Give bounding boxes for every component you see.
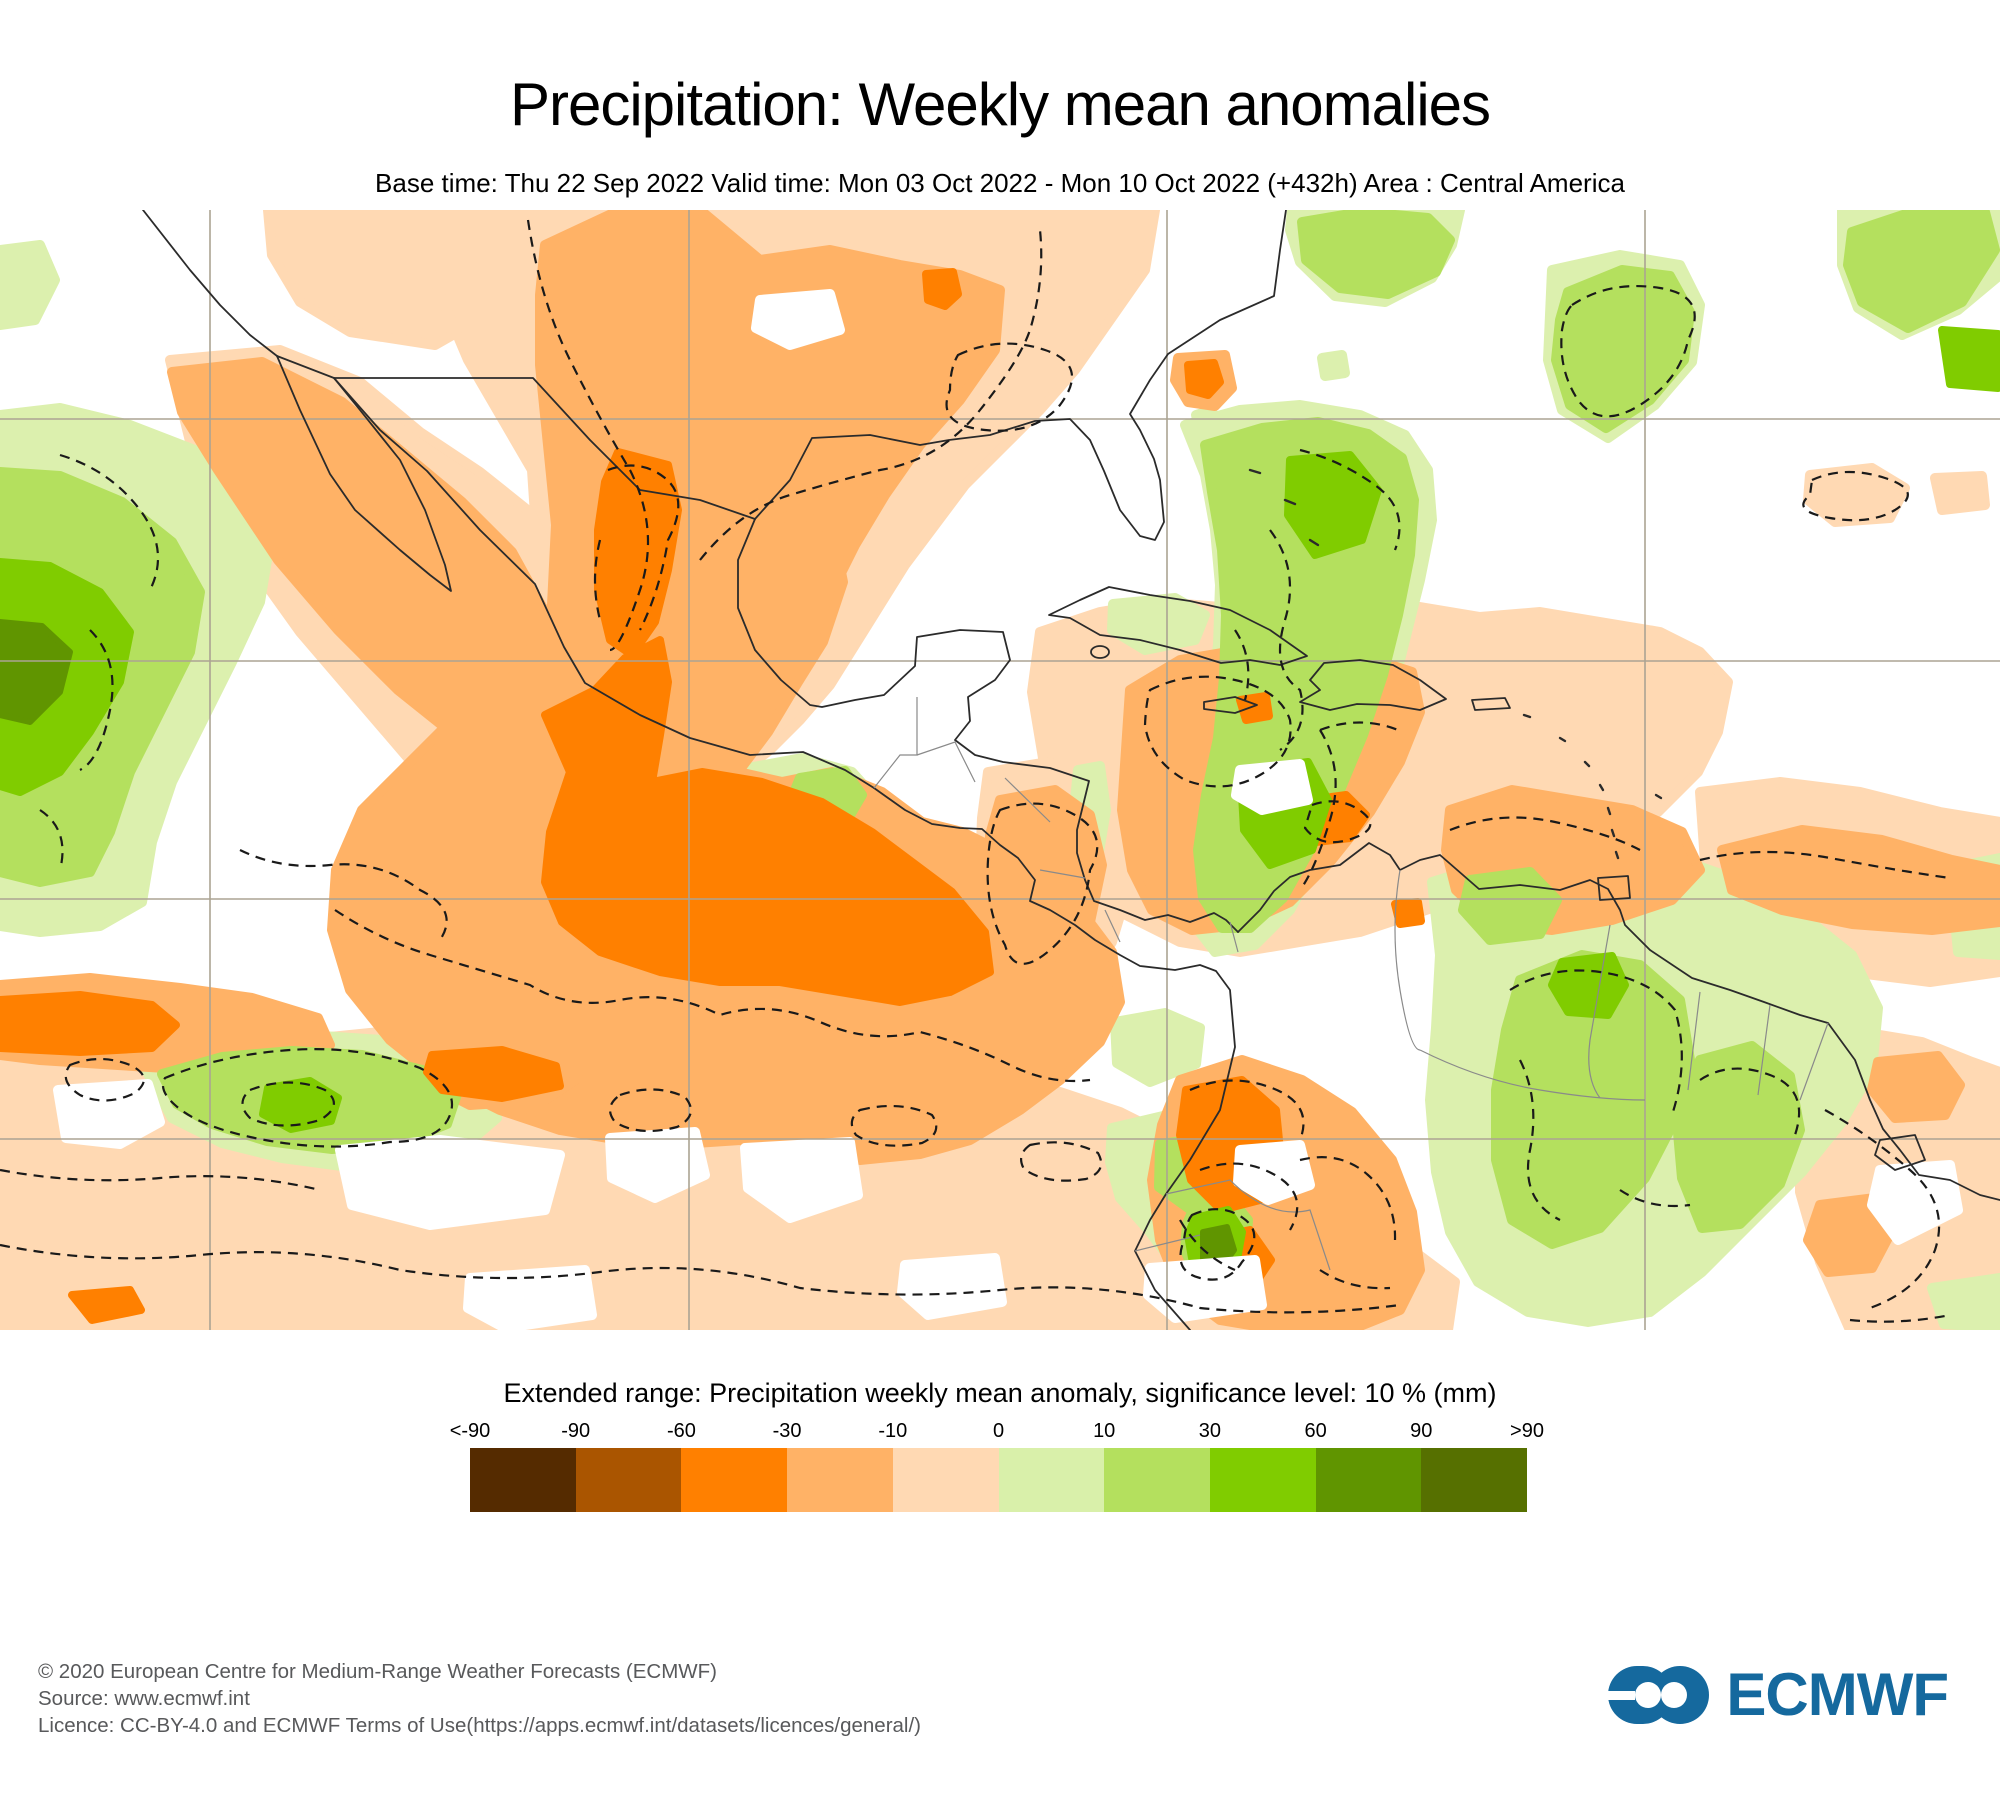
legend-swatch: [575, 1448, 682, 1512]
legend-tick: 0: [992, 1420, 1005, 1442]
subtitle: Base time: Thu 22 Sep 2022 Valid time: M…: [375, 168, 1625, 198]
legend-tick: -60: [666, 1420, 696, 1442]
country-borders: [873, 697, 1829, 1271]
legend-colorbar: [470, 1448, 1528, 1512]
legend-tick: 90: [1410, 1420, 1433, 1442]
legend-swatch: [892, 1448, 999, 1512]
map-svg: [0, 210, 2000, 1330]
ecmwf-logo-text: ECMWF: [1726, 1661, 1949, 1728]
ecmwf-logo: ECMWF: [1608, 1660, 1949, 1729]
coastlines: [142, 210, 2000, 1330]
significance-contours: [0, 219, 1951, 1323]
legend-swatch: [1315, 1448, 1422, 1512]
footer-licence: Licence: CC-BY-4.0 and ECMWF Terms of Us…: [38, 1714, 922, 1737]
legend-swatch: [787, 1448, 893, 1512]
legend-tick: -30: [772, 1420, 802, 1442]
footer-source: Source: www.ecmwf.int: [38, 1687, 250, 1710]
legend-swatch: [681, 1448, 788, 1512]
legend-swatch: [998, 1448, 1105, 1512]
legend-tick: >90: [1510, 1420, 1544, 1442]
legend-swatch: [470, 1448, 576, 1512]
legend-tick: 10: [1093, 1420, 1116, 1442]
footer-copyright: © 2020 European Centre for Medium-Range …: [38, 1660, 717, 1683]
legend-tick-labels: <-90 -90 -60 -30 -10 0 10 30 60 90 >90: [450, 1420, 1544, 1446]
fill-holes: [53, 289, 1963, 1330]
legend-swatch: [1209, 1448, 1316, 1512]
legend-tick: <-90: [449, 1420, 491, 1442]
legend-tick: -10: [878, 1420, 908, 1442]
legend-swatch: [1104, 1448, 1210, 1512]
legend-tick: -90: [561, 1420, 591, 1442]
page-title: Precipitation: Weekly mean anomalies: [509, 71, 1491, 139]
legend-title: Extended range: Precipitation weekly mea…: [503, 1378, 1497, 1408]
legend-swatch: [1421, 1448, 1528, 1512]
legend-tick: 30: [1198, 1420, 1222, 1442]
anomaly-map: [0, 210, 2000, 1330]
legend-tick: 60: [1304, 1420, 1327, 1442]
antilles-islands: [1248, 468, 1663, 860]
ecmwf-flag-icon: [1608, 1665, 1710, 1724]
footer: © 2020 European Centre for Medium-Range …: [38, 1658, 921, 1739]
grid-lines: [0, 210, 2000, 1330]
